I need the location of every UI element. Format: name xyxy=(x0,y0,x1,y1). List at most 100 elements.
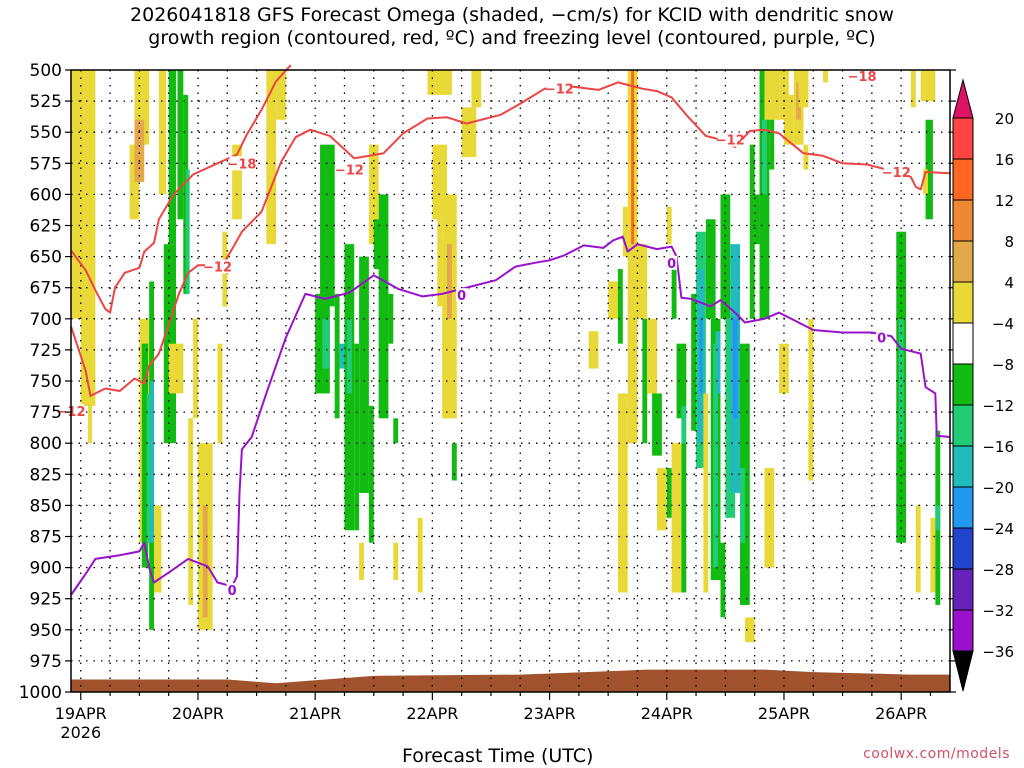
colorbar-label: −20 xyxy=(982,479,1014,497)
y-tick-label: 525 xyxy=(30,92,62,112)
omega-cell xyxy=(779,343,789,394)
omega-cell xyxy=(699,318,703,394)
omega-cell xyxy=(437,219,443,307)
omega-cell xyxy=(202,505,208,618)
contour-label-bg xyxy=(666,255,678,270)
omega-cell xyxy=(177,70,184,220)
dendritic-contour-line xyxy=(70,81,951,397)
omega-cell xyxy=(266,70,277,245)
omega-cell xyxy=(920,70,936,102)
y-tick-label: 850 xyxy=(30,496,62,516)
contour-label: 0 xyxy=(228,584,237,599)
colorbar-label: 12 xyxy=(995,192,1014,210)
colorbar-label: 20 xyxy=(995,110,1014,128)
colorbar-label: −32 xyxy=(982,602,1014,620)
y-tick-label: 650 xyxy=(30,248,62,268)
y-tick-label: 600 xyxy=(30,185,62,205)
omega-cell xyxy=(134,119,145,182)
omega-cell xyxy=(88,318,92,444)
omega-cell xyxy=(681,405,687,444)
omega-cell xyxy=(185,169,190,294)
chart-title-line-2: growth region (contoured, red, ºC) and f… xyxy=(148,27,876,49)
omega-cell xyxy=(910,70,916,108)
colorbar-swatch xyxy=(952,199,974,242)
contour-label: −18 xyxy=(848,70,877,85)
colorbar: 20 16 12 8 4 −4 −8 −12 −16 −20 −24 −28 −32 −36 xyxy=(952,78,1014,692)
contour-label-bg xyxy=(849,69,875,84)
contour-label-bg xyxy=(229,156,255,171)
omega-cell xyxy=(346,318,352,394)
chart-title-line-1: 2026041818 GFS Forecast Omega (shaded, −… xyxy=(130,4,894,26)
terrain-layer xyxy=(71,669,950,692)
omega-cell xyxy=(637,244,648,319)
omega-cell xyxy=(652,393,662,456)
omega-cell xyxy=(657,468,667,531)
colorbar-swatch xyxy=(952,527,974,570)
omega-cell xyxy=(188,418,194,605)
omega-cell xyxy=(354,343,360,531)
x-tick-label: 23APR xyxy=(524,704,576,723)
chart-title: 2026041818 GFS Forecast Omega (shaded, −… xyxy=(0,4,1024,50)
omega-cell xyxy=(417,517,423,593)
y-tick-label: 925 xyxy=(30,590,62,610)
omega-cell xyxy=(666,206,672,245)
omega-cell xyxy=(681,443,687,593)
colorbar-swatch xyxy=(952,404,974,447)
omega-cell xyxy=(642,318,648,444)
omega-cell xyxy=(322,318,330,369)
colorbar-label: 16 xyxy=(995,151,1014,169)
omega-cell xyxy=(754,194,760,245)
credit-text[interactable]: coolwx.com/models xyxy=(863,746,1010,762)
contour-label: 0 xyxy=(877,331,886,346)
y-tick-label: 675 xyxy=(30,279,62,299)
y-tick-label: 750 xyxy=(30,372,62,392)
colorbar-label: −12 xyxy=(982,397,1014,415)
colorbar-swatch xyxy=(952,158,974,201)
omega-cell xyxy=(783,94,794,145)
omega-cell xyxy=(339,343,345,369)
omega-cell xyxy=(671,269,677,319)
omega-cell xyxy=(808,318,814,481)
omega-cell xyxy=(334,293,340,419)
omega-cell xyxy=(703,393,709,593)
omega-cell xyxy=(193,318,198,419)
omega-cell xyxy=(715,331,721,394)
omega-cell xyxy=(154,505,162,593)
x-tick-label: 26APR xyxy=(875,704,927,723)
colorbar-label: −36 xyxy=(982,643,1014,661)
y-tick-label: 700 xyxy=(30,310,62,330)
contour-label-bg xyxy=(876,330,888,345)
contour-label: 0 xyxy=(667,257,676,272)
contour-label: −12 xyxy=(203,261,232,276)
omega-cell xyxy=(471,70,482,108)
omega-cell xyxy=(622,206,628,257)
omega-cell xyxy=(732,318,738,419)
omega-cell xyxy=(923,169,929,195)
y-tick-label: 900 xyxy=(30,559,62,579)
colorbar-swatch xyxy=(952,609,974,652)
omega-cell xyxy=(627,70,638,444)
x-tick-label: 20APR xyxy=(172,704,224,723)
omega-cell xyxy=(720,542,726,618)
omega-cell xyxy=(368,144,379,245)
colorbar-label: −8 xyxy=(992,356,1014,374)
freezing-level-line xyxy=(70,235,951,596)
colorbar-swatch xyxy=(952,281,974,324)
colorbar-label: −24 xyxy=(982,520,1014,538)
colorbar-swatch xyxy=(952,568,974,611)
omega-cell xyxy=(803,144,809,170)
omega-cell xyxy=(141,343,149,568)
omega-cell xyxy=(631,70,635,245)
omega-cell xyxy=(617,269,623,344)
omega-cell xyxy=(427,70,452,95)
omega-cell xyxy=(935,505,941,531)
x-year-label: 2026 xyxy=(60,723,101,742)
omega-cell xyxy=(691,293,697,431)
colorbar-label: 8 xyxy=(1004,233,1014,251)
colorbar-label: 4 xyxy=(1004,274,1014,292)
omega-cell xyxy=(359,256,369,493)
contour-label: −18 xyxy=(227,157,256,172)
colorbar-cap-bottom xyxy=(952,650,974,692)
